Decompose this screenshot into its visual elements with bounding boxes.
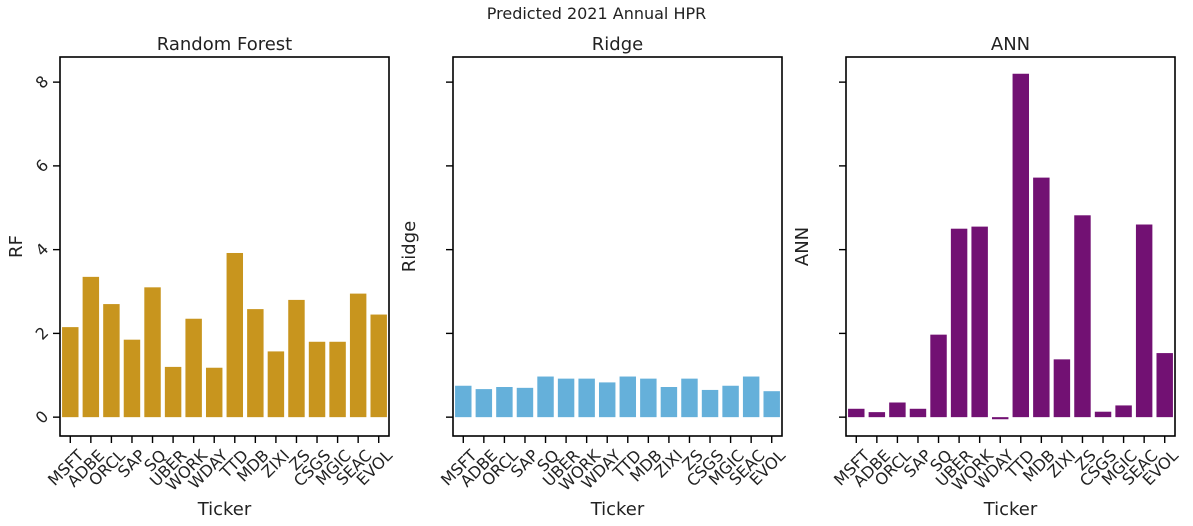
bar-work [185,318,202,418]
y-axis-label: Ridge [399,221,420,272]
bar-zixi [660,387,678,418]
bar-uber [557,378,575,418]
chart-panel-2: MSFTADBEORCLSAPSQUBERWORKWDAYTTDMDBZIXIZ… [792,34,1182,520]
chart-title: Ridge [592,34,643,55]
bar-sq [144,287,161,418]
axes-frame [845,56,1176,437]
bar-uber [950,228,968,418]
bar-zixi [267,351,285,418]
y-axis-label: RF [6,235,27,258]
bar-mgic [329,341,346,418]
bar-work [578,378,595,418]
bar-adbe [82,276,100,418]
bar-ttd [1012,73,1030,418]
bar-ttd [619,376,637,418]
x-axis-label: Ticker [983,499,1038,520]
bar-csgs [308,341,326,418]
bar-seac [1135,224,1153,418]
bar-mgic [722,385,739,418]
y-axis-label: ANN [792,227,813,266]
bar-sap [123,339,141,418]
figure-suptitle: Predicted 2021 Annual HPR [486,4,707,23]
bar-zs [1074,215,1091,418]
y-tick-label: 6 [32,156,53,177]
bar-sq [537,376,554,418]
bar-sq [930,334,947,418]
bar-csgs [1094,411,1112,418]
bar-orcl [889,402,906,418]
bar-sap [516,387,534,418]
bar-wday [991,417,1009,420]
bar-sap [909,408,927,418]
x-axis-label: Ticker [197,499,252,520]
bar-csgs [701,389,719,418]
bar-wday [598,382,616,418]
y-tick-label: 4 [32,239,53,260]
bar-zs [288,299,305,418]
bar-mdb [640,378,657,418]
bar-ttd [226,252,244,418]
axes-frame [452,56,783,437]
chart-panel-1: MSFTADBEORCLSAPSQUBERWORKWDAYTTDMDBZIXIZ… [399,34,789,520]
bar-zs [681,378,698,418]
bar-mdb [247,309,264,418]
bar-evol [370,314,387,418]
bar-wday [205,367,223,418]
bar-adbe [475,389,493,418]
bar-msft [848,408,865,418]
y-tick-label: 0 [32,407,53,428]
x-axis-label: Ticker [590,499,645,520]
axes-frame [59,56,390,437]
chart-panel-0: 02468MSFTADBEORCLSAPSQUBERWORKWDAYTTDMDB… [6,34,396,520]
bar-work [971,226,988,418]
bar-evol [1156,353,1173,418]
bar-adbe [868,412,886,418]
bar-msft [62,327,79,418]
chart-title: Random Forest [157,34,292,55]
bar-uber [164,366,182,418]
bar-seac [742,376,760,418]
chart-title: ANN [991,34,1030,55]
bar-mgic [1115,405,1132,418]
bar-zixi [1053,359,1071,418]
y-tick-label: 8 [32,72,53,93]
bar-orcl [103,304,120,418]
bar-evol [763,391,780,418]
bar-seac [349,293,367,418]
y-tick-label: 2 [32,323,53,344]
bar-mdb [1033,177,1050,418]
bar-msft [455,385,472,418]
bar-orcl [496,387,513,418]
